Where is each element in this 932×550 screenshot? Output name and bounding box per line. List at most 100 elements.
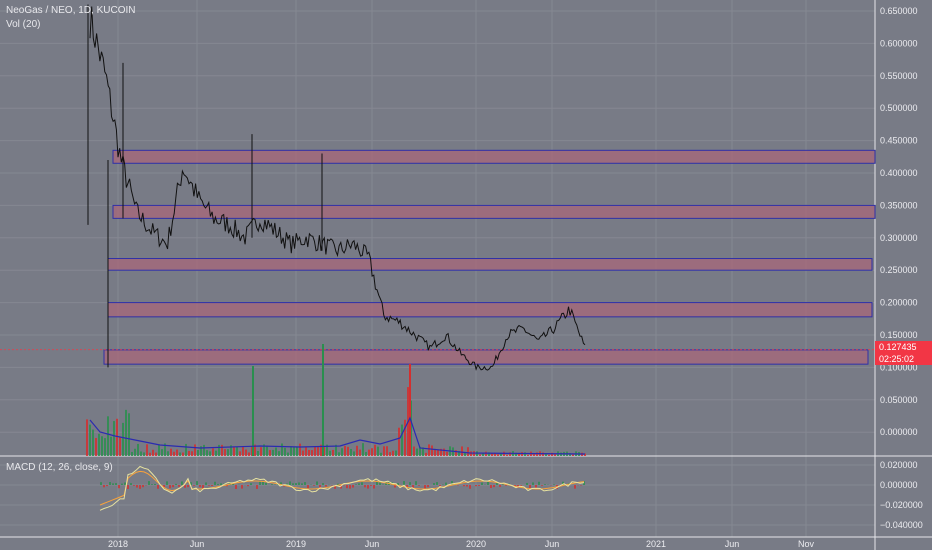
volume-bar [290, 446, 292, 456]
macd-histogram-bar [172, 485, 174, 488]
macd-histogram-bar [199, 485, 201, 487]
volume-bar [104, 438, 106, 456]
macd-histogram-bar [463, 485, 465, 487]
macd-histogram-bar [427, 485, 429, 488]
volume-bar [167, 451, 169, 456]
volume-bar [446, 451, 448, 456]
macd-histogram-bar [220, 483, 222, 485]
volume-bar [425, 452, 427, 456]
volume-bar [389, 452, 391, 456]
volume-bar [116, 418, 118, 456]
macd-histogram-bar [439, 485, 441, 487]
macd-histogram-bar [124, 482, 126, 485]
macd-histogram-bar [562, 481, 564, 485]
volume-bar [383, 446, 385, 456]
macd-histogram-bar [106, 485, 108, 487]
time-axis-label: 2020 [466, 539, 486, 549]
macd-histogram-bar [271, 484, 273, 485]
macd-axis-label: 0.020000 [880, 460, 918, 470]
price-axis-label: 0.250000 [880, 265, 918, 275]
volume-bar [143, 452, 145, 456]
macd-histogram-bar [481, 482, 483, 485]
volume-bar [254, 444, 256, 456]
volume-bar [443, 448, 445, 456]
macd-histogram-bar [178, 485, 180, 487]
volume-bar [515, 452, 517, 456]
volume-bar [542, 452, 544, 456]
macd-histogram-bar [115, 483, 117, 485]
volume-bar [491, 453, 493, 456]
macd-histogram-bar [292, 483, 294, 485]
macd-histogram-bar [376, 481, 378, 485]
macd-histogram-bar [169, 485, 171, 489]
volume-bar [194, 444, 196, 456]
volume-bar [191, 451, 193, 456]
price-axis-label: 0.350000 [880, 200, 918, 210]
macd-histogram-bar [235, 485, 237, 489]
macd-histogram-bar [154, 483, 156, 485]
volume-bar [185, 443, 187, 456]
volume-bar [548, 454, 550, 456]
volume-bar [509, 452, 511, 456]
macd-histogram-bar [133, 485, 135, 486]
macd-histogram-bar [526, 482, 528, 485]
bar-countdown-tag: 02:25:02 [875, 353, 932, 365]
volume-bar [86, 419, 88, 456]
resistance-zone-3 [107, 302, 873, 318]
macd-histogram-bar [367, 485, 369, 489]
macd-histogram-bar [247, 485, 249, 487]
volume-bar [329, 450, 331, 456]
volume-bar [233, 447, 235, 456]
macd-histogram-bar [364, 485, 366, 488]
macd-histogram-bar [451, 481, 453, 485]
volume-bar [584, 453, 586, 456]
macd-histogram-bar [151, 484, 153, 485]
volume-bar [278, 451, 280, 456]
macd-histogram-bar [349, 485, 351, 489]
macd-histogram-bar [370, 485, 372, 486]
macd-histogram-bar [157, 485, 159, 489]
macd-histogram-bar [286, 483, 288, 485]
volume-bar [464, 451, 466, 456]
volume-bar [365, 451, 367, 456]
macd-histogram-bar [232, 483, 234, 485]
volume-bar [416, 448, 418, 456]
macd-histogram-bar [436, 482, 438, 485]
time-axis-label: Jun [725, 539, 740, 549]
volume-bar [482, 453, 484, 456]
chart-title: NeoGas / NEO, 1D, KUCOIN [6, 5, 136, 16]
volume-bar [518, 452, 520, 456]
macd-axis-label: −0.020000 [880, 500, 923, 510]
volume-bar [197, 450, 199, 456]
volume-bar [248, 452, 250, 456]
volume-bar [500, 452, 502, 456]
macd-histogram-bar [373, 485, 375, 489]
price-axis-label: 0.550000 [880, 71, 918, 81]
macd-histogram-bar [319, 485, 321, 488]
macd-histogram-bar [121, 483, 123, 485]
volume-bar [164, 443, 166, 456]
price-axis-label: 0.450000 [880, 136, 918, 146]
volume-bar [122, 422, 124, 456]
volume-bar [179, 452, 181, 456]
volume-bar [422, 447, 424, 456]
resistance-zone-4 [103, 349, 869, 365]
volume-bar [362, 443, 364, 456]
volume-bar [395, 450, 397, 456]
volume-bar [476, 451, 478, 456]
volume-bar [284, 447, 286, 456]
macd-histogram-bar [241, 485, 243, 489]
macd-histogram-bar [100, 482, 102, 485]
volume-bar [296, 446, 298, 456]
macd-histogram-bar [205, 482, 207, 485]
macd-histogram-bar [184, 485, 186, 488]
volume-bar [152, 449, 154, 456]
macd-histogram-bar [358, 483, 360, 485]
volume-bar [260, 447, 262, 456]
volume-bar [479, 454, 481, 456]
volume-bar [188, 450, 190, 456]
volume-bar [128, 413, 130, 456]
volume-bar [437, 449, 439, 456]
